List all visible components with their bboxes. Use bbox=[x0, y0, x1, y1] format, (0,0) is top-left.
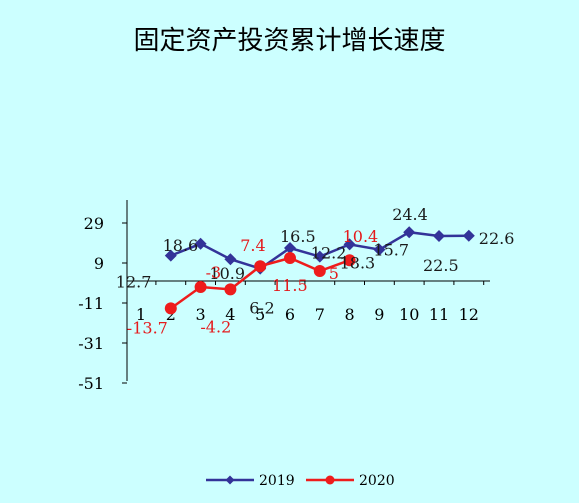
point-marker-2020 bbox=[224, 283, 237, 296]
point-marker-2020 bbox=[284, 252, 296, 264]
legend-marker-2020 bbox=[325, 475, 335, 485]
data-label-2020: 10.4 bbox=[343, 227, 379, 246]
data-label-2020: -3 bbox=[206, 263, 222, 282]
data-label-2019: 10.9 bbox=[209, 264, 245, 283]
data-label-2019: 16.5 bbox=[280, 227, 316, 246]
point-marker-2020 bbox=[254, 260, 267, 273]
x-tick-label: 1 bbox=[136, 305, 146, 324]
x-tick-label: 11 bbox=[429, 305, 449, 324]
point-marker-2019 bbox=[433, 230, 445, 242]
point-marker-2019 bbox=[313, 250, 326, 263]
chart-title: 固定资产投资累计增长速度 bbox=[133, 26, 446, 56]
data-label-2019: 12.2 bbox=[311, 244, 347, 263]
legend-marker-2019 bbox=[225, 475, 235, 485]
chart-data-labels: 12.7 18.6 10.96.2 16.512.218.315.7 24.4 22.5 2… bbox=[116, 205, 515, 337]
data-label-2020: 11.5 bbox=[272, 276, 308, 295]
x-tick-label: 2 bbox=[166, 305, 176, 324]
point-marker-2019 bbox=[224, 253, 237, 266]
y-tick-label: 29 bbox=[84, 214, 104, 233]
data-label-2019: 18.6 bbox=[163, 236, 199, 255]
data-label-2019: 24.4 bbox=[392, 205, 428, 224]
legend-label-2020: 2020 bbox=[359, 473, 395, 489]
data-label-2019: 18.3 bbox=[340, 253, 376, 272]
data-label-2019: 22.5 bbox=[423, 256, 459, 275]
chart-axes bbox=[126, 200, 490, 381]
data-label-2019: 15.7 bbox=[373, 241, 409, 260]
point-marker-2020 bbox=[343, 254, 356, 267]
x-tick-label: 12 bbox=[459, 305, 479, 324]
y-tick-label: -51 bbox=[78, 374, 104, 393]
y-tick-label: -11 bbox=[78, 294, 104, 313]
chart-legend: 2019 2020 bbox=[206, 473, 395, 489]
data-label-2020: -4.2 bbox=[200, 317, 231, 336]
data-label-2019: 22.6 bbox=[479, 229, 515, 248]
data-label-2019: 6.2 bbox=[249, 299, 274, 318]
data-label-2020: -13.7 bbox=[127, 318, 168, 337]
y-tick-label: 9 bbox=[94, 254, 104, 273]
x-tick-label: 8 bbox=[345, 305, 355, 324]
x-tick-label: 10 bbox=[399, 305, 419, 324]
x-tick-label: 6 bbox=[285, 305, 295, 324]
point-marker-2019 bbox=[462, 229, 475, 242]
point-marker-2019 bbox=[194, 237, 207, 250]
x-axis-ticks: 1 2 3 4 5 6 7 8 9 10 11 12 bbox=[136, 281, 485, 324]
y-axis-ticks: 29 9 -11 -31 -51 bbox=[78, 214, 127, 393]
chart-series bbox=[164, 226, 475, 315]
data-label-2020: 7.4 bbox=[240, 236, 265, 255]
data-label-2020: 5 bbox=[329, 264, 339, 283]
legend-label-2019: 2019 bbox=[259, 473, 295, 489]
x-tick-label: 9 bbox=[374, 305, 384, 324]
y-tick-label: -31 bbox=[78, 334, 104, 353]
point-marker-2019 bbox=[403, 226, 416, 239]
point-marker-2019 bbox=[373, 243, 386, 256]
point-marker-2019 bbox=[343, 238, 356, 251]
x-tick-label: 5 bbox=[255, 305, 265, 324]
data-label-2019: 12.7 bbox=[116, 273, 152, 292]
point-marker-2019 bbox=[284, 242, 296, 254]
point-marker-2019 bbox=[164, 249, 177, 262]
x-tick-label: 4 bbox=[225, 305, 235, 324]
point-marker-2020 bbox=[194, 281, 207, 293]
x-tick-label: 7 bbox=[315, 305, 325, 324]
point-marker-2020 bbox=[313, 265, 326, 277]
point-marker-2020 bbox=[164, 302, 177, 315]
x-tick-label: 3 bbox=[196, 305, 206, 324]
